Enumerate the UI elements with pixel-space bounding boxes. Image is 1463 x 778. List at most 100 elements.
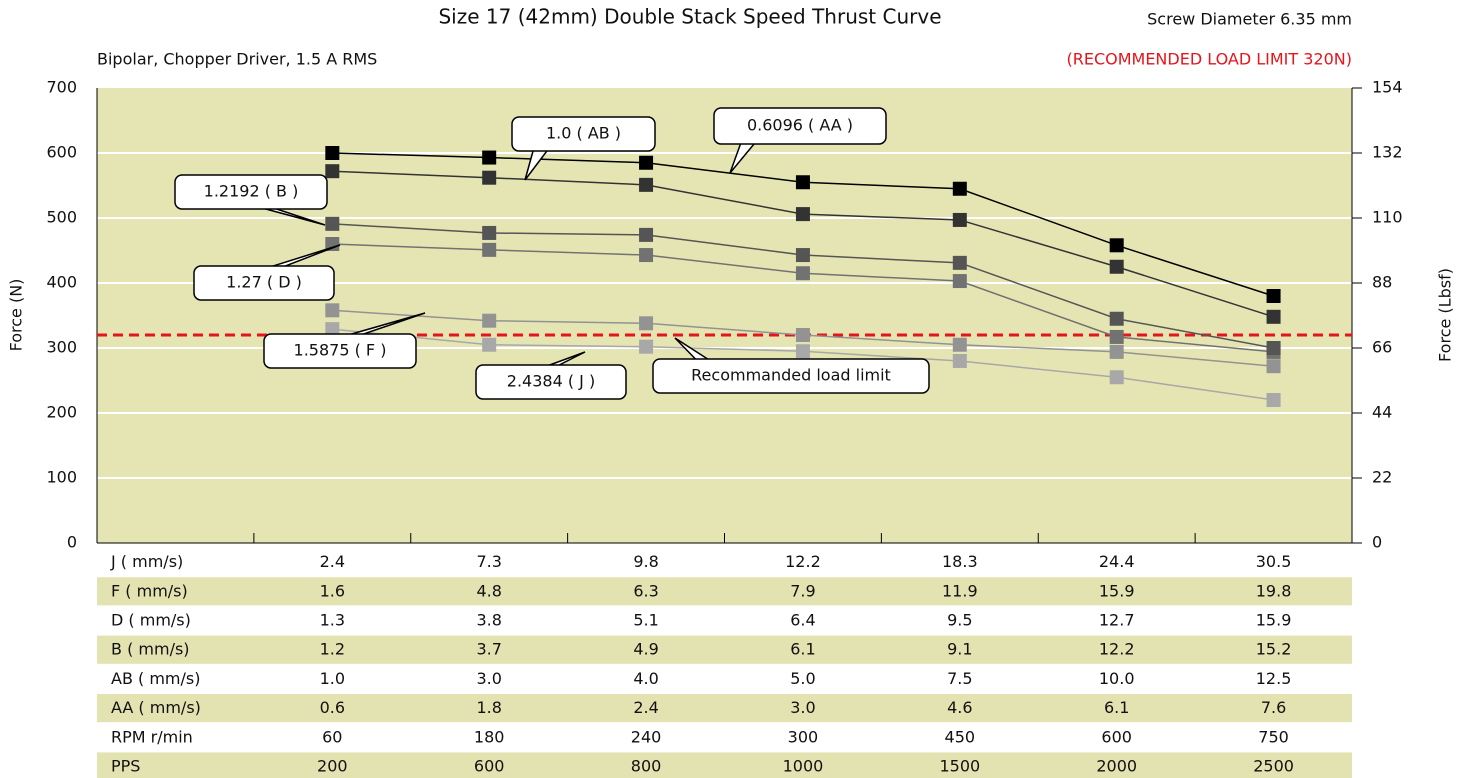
table-cell: 9.1 — [947, 640, 972, 659]
point-marker — [1109, 329, 1124, 344]
table-cell: 11.9 — [942, 581, 978, 600]
table-row-band — [97, 577, 1352, 606]
point-marker — [952, 354, 967, 368]
series-callout — [174, 174, 328, 210]
point-marker — [482, 313, 497, 328]
table-cell: 240 — [631, 727, 662, 746]
table-cell: 10.0 — [1099, 669, 1135, 688]
point-marker — [952, 181, 967, 196]
point-marker — [952, 337, 967, 352]
point-marker — [325, 216, 340, 231]
table-cell: 750 — [1258, 727, 1289, 746]
subtitle: Bipolar, Chopper Driver, 1.5 A RMS — [97, 50, 377, 69]
table-cell: 6.4 — [790, 611, 815, 630]
point-marker — [1266, 289, 1281, 303]
point-marker — [952, 274, 967, 289]
point-marker — [1109, 344, 1124, 359]
table-cell: 5.1 — [633, 611, 658, 630]
row-label: PPS — [111, 757, 140, 776]
callout-text: 2.4384 ( J ) — [507, 372, 595, 391]
y-tick-label: 0 — [67, 533, 77, 552]
table-cell: 19.8 — [1256, 581, 1292, 600]
table-row-band — [97, 635, 1352, 664]
y2-tick-label: 44 — [1372, 403, 1392, 422]
y2-tick-label: 66 — [1372, 338, 1392, 357]
table-cell: 12.2 — [1099, 640, 1135, 659]
table-cell: 24.4 — [1099, 552, 1135, 571]
point-marker — [1109, 370, 1124, 385]
point-marker — [639, 248, 654, 263]
row-label: AB ( mm/s) — [111, 669, 200, 688]
point-marker — [325, 322, 340, 337]
table-cell: 200 — [317, 757, 348, 776]
series-callout — [713, 107, 887, 145]
table-cell: 15.9 — [1099, 581, 1135, 600]
point-marker — [795, 175, 810, 190]
screw-note: Screw Diameter 6.35 mm — [1147, 10, 1352, 29]
callout-text: 1.27 ( D ) — [226, 273, 302, 292]
table-cell: 180 — [474, 727, 505, 746]
table-cell: 1500 — [939, 757, 980, 776]
y-tick-label: 500 — [46, 208, 77, 227]
table-cell: 2000 — [1096, 757, 1137, 776]
point-marker — [1266, 359, 1281, 374]
table-cell: 18.3 — [942, 552, 978, 571]
y-tick-label: 400 — [46, 273, 77, 292]
table-cell: 12.5 — [1256, 669, 1292, 688]
table-cell: 9.8 — [633, 552, 658, 571]
point-marker — [1266, 309, 1281, 324]
point-marker — [639, 227, 654, 242]
point-marker — [795, 266, 810, 281]
limit-callout — [652, 358, 930, 394]
table-cell: 1.6 — [320, 581, 345, 600]
y2-tick-label: 110 — [1372, 208, 1403, 227]
table-cell: 7.5 — [947, 669, 972, 688]
row-label: B ( mm/s) — [111, 640, 190, 659]
y-tick-label: 700 — [46, 78, 77, 97]
table-cell: 2.4 — [633, 698, 658, 717]
row-label: F ( mm/s) — [111, 581, 188, 600]
y2-tick-label: 154 — [1372, 78, 1403, 97]
series-callout — [263, 333, 417, 369]
table-cell: 60 — [322, 727, 342, 746]
callout-text: 1.5875 ( F ) — [294, 341, 387, 360]
point-marker — [1266, 393, 1281, 407]
point-marker — [952, 255, 967, 270]
point-marker — [795, 248, 810, 263]
point-marker — [1109, 259, 1124, 274]
table-cell: 15.9 — [1256, 611, 1292, 630]
table-cell: 4.9 — [633, 640, 658, 659]
callout-text: 1.2192 ( B ) — [204, 182, 299, 201]
table-cell: 15.2 — [1256, 640, 1292, 659]
point-marker — [639, 316, 654, 331]
row-label: RPM r/min — [111, 727, 193, 746]
table-cell: 12.7 — [1099, 611, 1135, 630]
table-cell: 3.8 — [476, 611, 501, 630]
table-cell: 800 — [631, 757, 662, 776]
table-cell: 1.3 — [320, 611, 345, 630]
limit-note: (RECOMMENDED LOAD LIMIT 320N) — [1066, 50, 1352, 69]
chart-title: Size 17 (42mm) Double Stack Speed Thrust… — [438, 5, 941, 29]
table-cell: 7.6 — [1261, 698, 1286, 717]
y-axis-label: Force (N) — [7, 279, 26, 352]
point-marker — [482, 337, 497, 352]
row-label: D ( mm/s) — [111, 611, 191, 630]
point-marker — [325, 164, 340, 179]
table-cell: 2500 — [1253, 757, 1294, 776]
table-cell: 1000 — [783, 757, 824, 776]
table-cell: 30.5 — [1256, 552, 1292, 571]
y2-tick-label: 22 — [1372, 468, 1392, 487]
table-cell: 2.4 — [320, 552, 345, 571]
table-cell: 6.3 — [633, 581, 658, 600]
point-marker — [1109, 238, 1124, 253]
y-tick-label: 200 — [46, 403, 77, 422]
y2-tick-label: 0 — [1372, 533, 1382, 552]
table-cell: 4.6 — [947, 698, 972, 717]
callout-text: Recommanded load limit — [691, 366, 891, 385]
point-marker — [639, 177, 654, 192]
point-marker — [482, 150, 497, 165]
point-marker — [639, 339, 654, 354]
y2-axis-label: Force (Lbsf) — [1436, 268, 1455, 362]
table-cell: 9.5 — [947, 611, 972, 630]
